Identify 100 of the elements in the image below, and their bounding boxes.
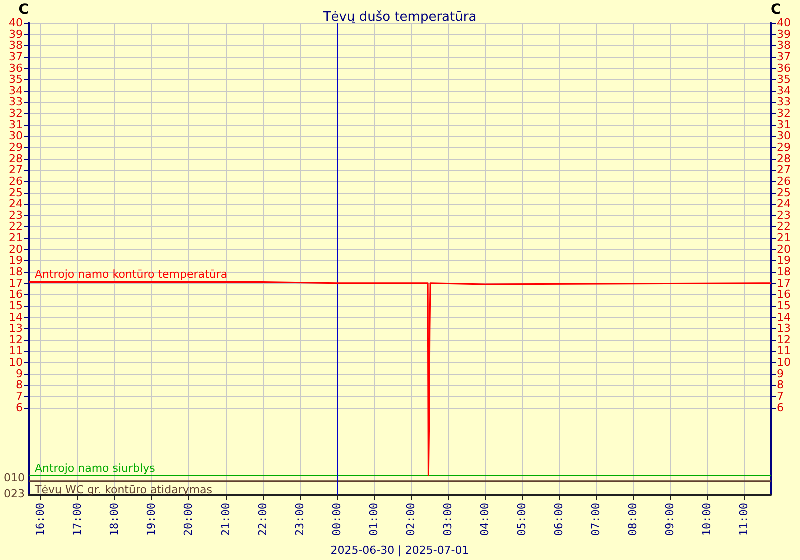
y-tick-label: 27	[9, 164, 23, 177]
y-tick-label: 15	[9, 299, 23, 312]
y-tick-label: 35	[9, 73, 23, 86]
y-tick-label: 17	[9, 276, 23, 290]
y-tick-label: 24	[9, 198, 23, 211]
x-tick-label: 20:00	[182, 503, 196, 536]
y2-tick-label: 31	[777, 118, 791, 132]
y2-tick-label: 32	[777, 107, 791, 120]
y2-tick-label: 12	[777, 333, 791, 346]
y-tick-label: 31	[9, 118, 23, 132]
x-tick-label: 16:00	[34, 503, 48, 536]
x-tick-label: 18:00	[108, 503, 122, 536]
series-label: Antrojo namo siurblys	[35, 462, 156, 475]
y-tick-label: 18	[9, 266, 23, 279]
y2-tick-label: 21	[777, 232, 791, 245]
y2-tick-label: 40	[777, 16, 791, 30]
y2-tick-label: 28	[777, 152, 791, 166]
x-tick-label: 08:00	[626, 503, 640, 536]
y-axis-title: C	[18, 2, 29, 18]
y2-tick-label: 27	[777, 164, 791, 177]
y2-tick-label: 26	[777, 174, 791, 188]
y2-tick-label: 7	[777, 390, 784, 404]
y2-tick-label: 6	[777, 401, 784, 414]
y-tick-label: 22	[9, 220, 23, 234]
x-tick-label: 01:00	[367, 503, 380, 536]
y-tick-label: 39	[9, 28, 23, 41]
y2-tick-label: 10	[777, 356, 791, 370]
y-tick-label: 28	[9, 152, 23, 166]
y-tick-label: 19	[9, 254, 23, 268]
y2-tick-label: 18	[777, 266, 791, 279]
x-tick-label: 06:00	[552, 503, 566, 536]
x-tick-label: 11:00	[737, 503, 750, 536]
x-tick-label: 00:00	[330, 503, 344, 536]
y2-tick-label: 33	[777, 96, 791, 109]
y-tick-label: 8	[16, 378, 23, 392]
y-tick-label: 38	[9, 39, 23, 52]
text: 2025-06-30 | 2025-07-01	[330, 544, 470, 557]
y2-tick-label: 13	[777, 322, 791, 336]
series-label: Tėvų WC gr. kontūro atidarymas	[34, 483, 213, 496]
y2-tick-label: 19	[777, 254, 791, 268]
y2-tick-label: 8	[777, 378, 784, 392]
y-tick-label: 21	[9, 232, 23, 245]
y-tick-label: 13	[9, 322, 23, 336]
y2-tick-label: 15	[777, 299, 791, 312]
y2-axis-title: C	[771, 2, 782, 18]
y2-tick-label: 20	[777, 242, 791, 256]
y-tick-label: 23	[9, 208, 23, 222]
x-tick-label: 03:00	[441, 503, 454, 536]
x-tick-label: 19:00	[145, 503, 158, 536]
y-tick-label: 36	[9, 62, 23, 75]
y2-tick-label: 36	[777, 62, 791, 75]
chart-title: Tėvų dušo temperatūra	[322, 10, 477, 25]
x-tick-label: 04:00	[478, 503, 492, 536]
y2-tick-label: 17	[777, 276, 791, 290]
line-series	[28, 281, 772, 477]
y-tick-label: 12	[9, 333, 23, 346]
y-tick-label: 33	[9, 96, 23, 109]
y2-tick-label: 37	[777, 50, 791, 64]
y-tick-label: 30	[9, 130, 23, 143]
x-tick-label: 22:00	[256, 503, 270, 536]
y2-tick-label: 34	[777, 84, 791, 98]
y2-tick-label: 16	[777, 288, 791, 302]
y-tick-label: 6	[16, 401, 23, 414]
y-tick-label: 40	[9, 16, 23, 30]
x-tick-label: 09:00	[663, 503, 676, 536]
y-tick-label: 14	[9, 310, 23, 324]
y-tick-label: 10	[9, 356, 23, 370]
y-tick-label: 11	[9, 344, 23, 358]
y-tick-label: 32	[9, 107, 23, 120]
x-tick-label: 21:00	[219, 503, 232, 536]
y2-tick-label: 11	[777, 344, 791, 358]
series-label: Antrojo namo kontūro temperatūra	[35, 268, 228, 282]
y-tick-label: 29	[9, 141, 23, 154]
y2-tick-label: 9	[777, 367, 784, 380]
y2-tick-label: 25	[777, 186, 791, 200]
y2-tick-label: 14	[777, 310, 791, 324]
y2-tick-label: 30	[777, 130, 791, 143]
y2-tick-label: 39	[777, 28, 791, 41]
x-tick-label: 23:00	[293, 503, 306, 536]
y-tick-label: 34	[9, 84, 23, 98]
y-tick-label: 20	[9, 242, 23, 256]
x-tick-label: 10:00	[700, 503, 714, 536]
y2-tick-label: 23	[777, 208, 791, 222]
y-tick-label: 37	[9, 50, 23, 64]
text: 023	[4, 488, 25, 500]
y-tick-label: 26	[9, 174, 23, 188]
y2-tick-label: 35	[777, 73, 791, 86]
y-tick-label: 9	[16, 367, 23, 380]
x-tick-label: 02:00	[404, 503, 418, 536]
y2-tick-label: 38	[777, 39, 791, 52]
x-tick-label: 07:00	[589, 503, 602, 536]
y-tick-label: 7	[16, 390, 23, 404]
y2-tick-label: 24	[777, 198, 791, 211]
x-tick-label: 05:00	[515, 503, 528, 536]
y2-tick-label: 22	[777, 220, 791, 234]
y2-tick-label: 29	[777, 141, 791, 154]
y-tick-label: 25	[9, 186, 23, 200]
x-tick-label: 17:00	[71, 503, 84, 536]
y-tick-label: 16	[9, 288, 23, 302]
annotation: 010	[4, 472, 25, 485]
